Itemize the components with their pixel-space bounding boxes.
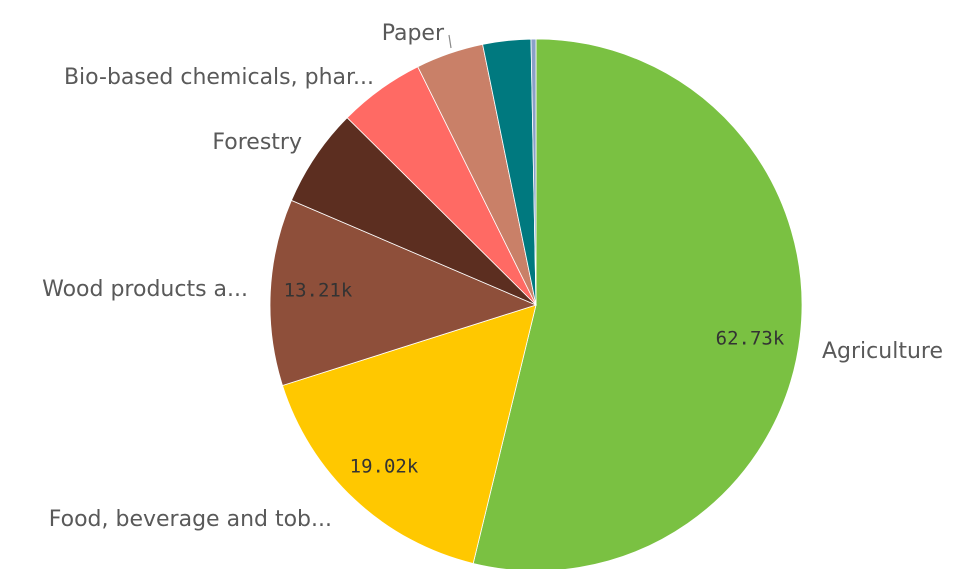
category-label-paper: Paper [382,21,445,46]
category-label-wood-products-a: Wood products a... [42,277,248,302]
pie-slice-agriculture[interactable] [472,38,803,569]
pie-slices [269,38,803,569]
value-label-agriculture: 62.73k [716,328,785,350]
pie-slice-food-beverage-and-tob[interactable] [281,304,537,564]
value-labels: 62.73k 19.02k 13.21k [284,280,785,478]
leader-line-paper [448,34,452,49]
pie-slice-paper[interactable] [530,38,537,306]
category-label-bio-based-chemicals-phar: Bio-based chemicals, phar... [64,65,374,90]
pie-slice-wood-products-a[interactable] [269,199,538,387]
category-labels: Agriculture Food, beverage and tob... Wood… [42,21,943,532]
category-label-forestry: Forestry [212,130,302,155]
leader-lines [448,34,452,49]
category-label-agriculture: Agriculture [822,339,943,364]
value-label-wood-products-a: 13.21k [284,280,353,302]
value-label-food-beverage-and-tob: 19.02k [350,456,419,478]
category-label-food-beverage-and-tob: Food, beverage and tob... [49,507,332,532]
